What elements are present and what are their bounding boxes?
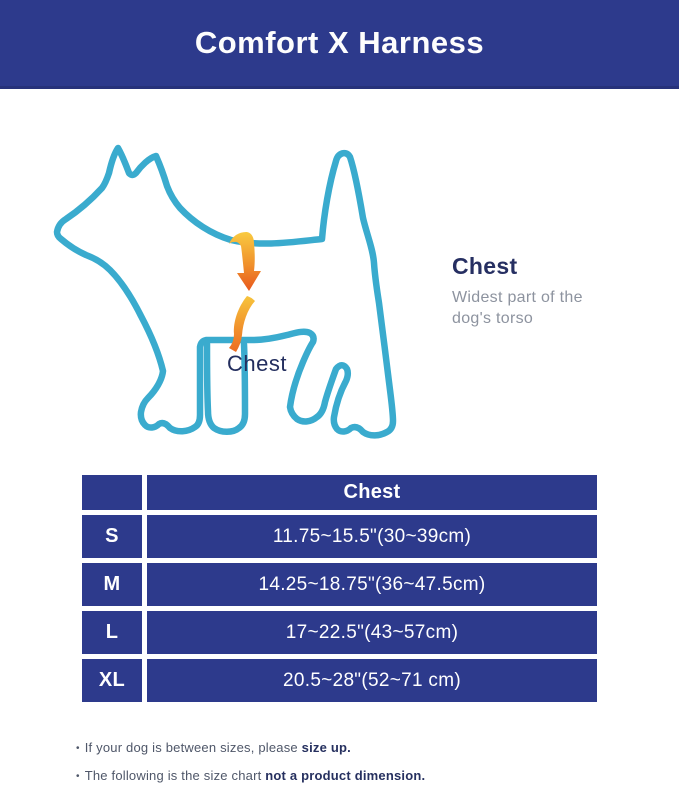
header-banner: Comfort X Harness: [0, 0, 679, 89]
measure-band-arrow-icon: [229, 232, 261, 291]
footnotes: • If your dog is between sizes, please si…: [76, 734, 556, 786]
size-table: Chest S 11.75~15.5"(30~39cm) M 14.25~18.…: [82, 475, 597, 702]
footnote-not-product-dimension: • The following is the size chart not a p…: [76, 762, 556, 786]
dog-outline-illustration: [53, 144, 397, 439]
footnote-size-up: • If your dog is between sizes, please si…: [76, 734, 556, 762]
table-row-size-s: S: [82, 515, 142, 558]
chest-info-block: Chest Widest part of the dog's torso: [452, 253, 632, 329]
table-row-size-m: M: [82, 563, 142, 606]
page-title: Comfort X Harness: [194, 25, 485, 60]
bullet-icon: •: [76, 743, 80, 754]
chest-measure-label: Chest: [227, 351, 287, 376]
measure-band-lower-icon: [229, 296, 255, 352]
dog-far-front-leg-path: [203, 340, 249, 435]
chest-info-line2: dog's torso: [452, 310, 534, 327]
table-row-chest-l: 17~22.5"(43~57cm): [147, 611, 597, 654]
chest-info-title: Chest: [452, 253, 518, 279]
footnote-end: .: [421, 768, 426, 783]
table-row-size-l: L: [82, 611, 142, 654]
bullet-icon: •: [76, 771, 80, 782]
footnote-text: If your dog is between sizes, please: [84, 740, 302, 755]
dog-outline-path: [53, 144, 397, 439]
table-row-chest-m: 14.25~18.75"(36~47.5cm): [147, 563, 597, 606]
table-row-chest-s: 11.75~15.5"(30~39cm): [147, 515, 597, 558]
footnote-end: .: [347, 740, 351, 755]
footnote-bold: not a product dimension: [265, 768, 422, 783]
footnote-text: The following is the size chart: [84, 768, 266, 783]
table-header-chest: Chest: [147, 475, 597, 510]
table-corner-cell: [82, 475, 142, 510]
footnote-bold: size up: [301, 740, 348, 755]
table-row-chest-xl: 20.5~28"(52~71 cm): [147, 659, 597, 702]
table-row-size-xl: XL: [82, 659, 142, 702]
chest-info-line1: Widest part of the: [452, 289, 583, 306]
